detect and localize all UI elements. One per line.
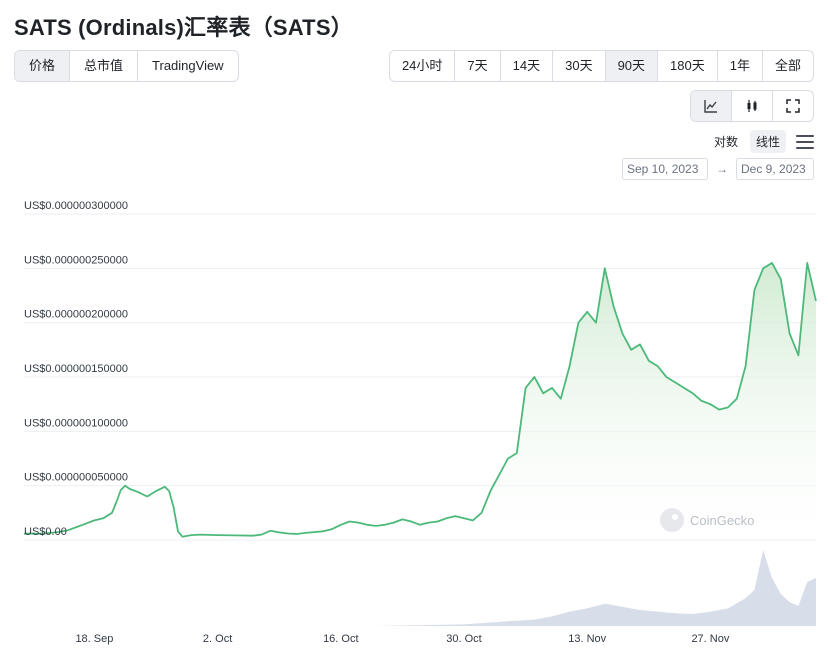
date-range: → <box>622 158 814 180</box>
y-tick-label: US$0.000000100000 <box>24 417 128 429</box>
line-chart-icon <box>704 100 717 113</box>
x-tick-label: 30. Oct <box>446 633 481 645</box>
x-tick-label: 16. Oct <box>323 633 358 645</box>
tab-market-cap[interactable]: 总市值 <box>70 51 139 81</box>
watermark-text: CoinGecko <box>690 513 754 528</box>
tab-price[interactable]: 价格 <box>15 51 71 81</box>
date-range-arrow: → <box>716 162 728 176</box>
candlestick-button[interactable] <box>732 91 773 121</box>
price-area <box>24 262 816 540</box>
range-7d[interactable]: 7天 <box>455 51 501 81</box>
y-tick-label: US$0.000000150000 <box>24 363 128 375</box>
y-tick-label: US$0.000000050000 <box>24 472 128 484</box>
date-to-input[interactable] <box>736 158 814 180</box>
scale-switcher: 对数 线性 <box>708 130 814 153</box>
x-tick-label: 13. Nov <box>568 633 606 645</box>
range-180d[interactable]: 180天 <box>658 51 718 81</box>
log-scale-button[interactable]: 对数 <box>713 135 738 149</box>
linear-scale-button[interactable]: 线性 <box>749 130 786 153</box>
page-title: SATS (Ordinals)汇率表（SATS） <box>14 15 353 40</box>
y-tick-label: US$0.000000200000 <box>24 309 128 321</box>
coingecko-watermark: CoinGecko <box>660 508 754 532</box>
chart-type-switcher <box>690 90 814 122</box>
y-tick-label: US$0.000000300000 <box>24 200 128 212</box>
x-tick-label: 2. Oct <box>203 633 232 645</box>
menu-icon[interactable] <box>796 134 814 149</box>
coingecko-logo-icon <box>660 508 684 532</box>
date-from-input[interactable] <box>622 158 708 180</box>
range-1y[interactable]: 1年 <box>718 51 763 81</box>
y-tick-label: US$0.000000250000 <box>24 254 128 266</box>
x-tick-label: 18. Sep <box>75 633 113 645</box>
fullscreen-icon <box>786 99 800 113</box>
fullscreen-button[interactable] <box>773 91 813 121</box>
x-tick-label: 27. Nov <box>691 633 729 645</box>
range-all[interactable]: 全部 <box>774 58 801 73</box>
range-tabs: 24小时 7天 14天 30天 90天 180天 1年 全部 <box>388 50 814 82</box>
line-chart-button[interactable] <box>691 91 732 121</box>
tab-tradingview[interactable]: TradingView <box>152 58 224 73</box>
price-chart[interactable]: CoinGecko US$0.000000300000 US$0.00000025… <box>0 190 828 666</box>
range-90d[interactable]: 90天 <box>605 51 659 81</box>
range-14d[interactable]: 14天 <box>501 51 554 81</box>
range-24h[interactable]: 24小时 <box>390 51 456 81</box>
view-tabs: 价格 总市值 TradingView <box>14 50 239 82</box>
price-line <box>23 262 817 538</box>
volume-area <box>24 550 816 626</box>
range-30d[interactable]: 30天 <box>553 51 606 81</box>
candlestick-icon <box>747 100 757 112</box>
y-tick-label: US$0.00 <box>24 526 67 538</box>
